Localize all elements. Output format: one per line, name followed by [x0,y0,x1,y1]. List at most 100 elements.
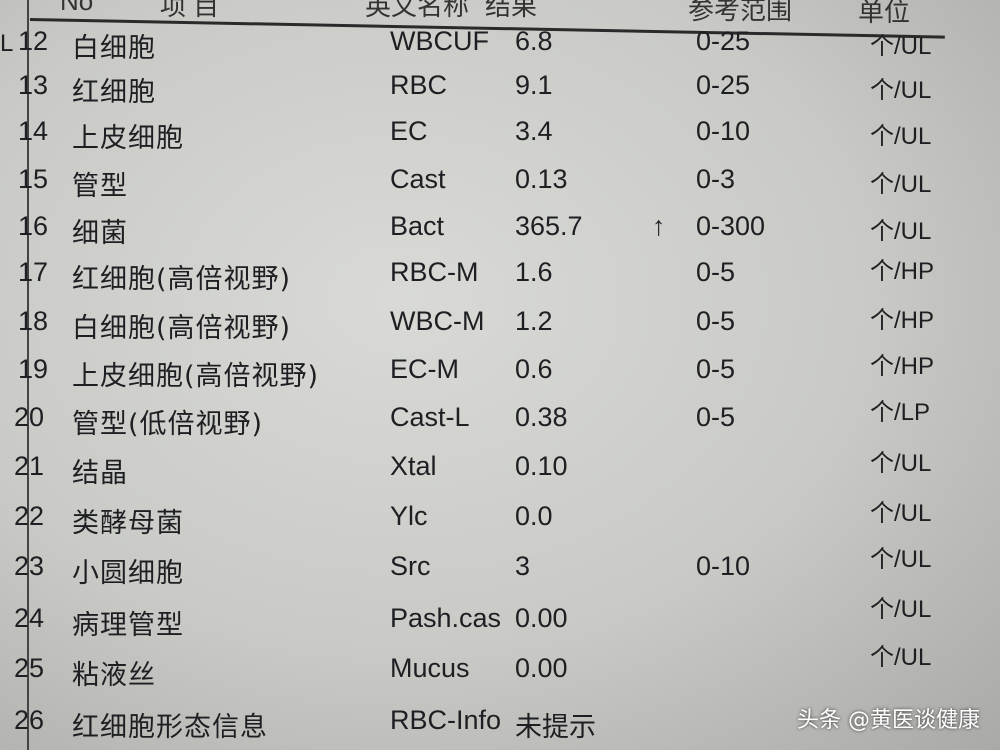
cell-range: 0-5 [696,306,736,336]
cell-name: 白细胞 [72,33,156,64]
header-result: 结果 [485,0,538,21]
cell-flag: ↑ [652,211,666,241]
cell-name: 上皮细胞(高倍视野) [72,361,320,392]
cell-name: 管型 [72,171,128,202]
cell-unit: 个/UL [870,123,932,150]
cell-no: 19 [18,354,49,384]
table-row: 22 类酵母菌 Ylc 0.0 个/UL [0,500,1000,541]
cell-unit: 个/UL [870,546,932,573]
table-row: 24 病理管型 Pash.cas 0.00 个/UL [0,596,1000,643]
cell-unit: 个/LP [870,399,931,426]
column-divider [27,0,29,750]
cell-code: Xtal [390,451,437,481]
cell-no: 18 [18,306,49,336]
cell-code: Cast-L [390,402,470,432]
cell-no: 17 [18,257,49,287]
cell-name: 上皮细胞 [72,123,184,154]
cell-no: 13 [18,70,49,100]
table-row: 20 管型(低倍视野) Cast-L 0.38 0-5 个/LP [0,399,1000,442]
cell-name: 红细胞 [72,77,156,108]
cell-code: WBCUF [390,26,489,56]
cell-no: 21 [14,451,45,481]
table-row: 26 红细胞形态信息 RBC-Info 未提示 [0,705,1000,745]
header-range: 参考范围 [688,0,793,25]
cell-name: 白细胞(高倍视野) [72,313,292,344]
cell-result: 0.10 [515,451,568,481]
cell-result: 3 [515,551,531,581]
cell-result: 0.0 [515,501,553,531]
header-item: 项 目 [160,0,220,21]
cell-no: 14 [18,116,49,146]
cell-code: Mucus [390,653,470,683]
cell-range: 0-5 [696,402,736,432]
cell-no: 15 [18,164,49,194]
cell-name: 类酵母菌 [72,508,184,539]
table-row: 18 白细胞(高倍视野) WBC-M 1.2 0-5 个/HP [0,306,1000,346]
cell-unit: 个/UL [870,171,932,198]
cell-unit: 个/UL [870,77,932,104]
cell-code: RBC-Info [390,705,502,735]
cell-code: WBC-M [390,306,485,336]
cell-no: 26 [14,705,45,735]
edge-mark: L [0,30,14,57]
cell-range: 0-25 [696,26,751,56]
cell-unit: 个/UL [870,218,932,245]
cell-result: 6.8 [515,26,553,56]
cell-range: 0-300 [696,211,766,241]
cell-code: EC [390,116,428,146]
cell-result: 365.7 [515,211,583,241]
cell-range: 0-5 [696,354,736,384]
cell-no: 20 [14,402,45,432]
table-row: 16 细菌 Bact 365.7 ↑ 0-300 个/UL [0,211,1000,251]
cell-result: 0.00 [515,653,568,683]
cell-range: 0-25 [696,70,751,100]
table-row: 13 红细胞 RBC 9.1 0-25 个/UL [0,70,1000,110]
cell-result: 0.13 [515,164,568,194]
cell-result: 1.2 [515,306,553,336]
table-row: 14 上皮细胞 EC 3.4 0-10 个/UL [0,116,1000,156]
cell-range: 0-10 [696,551,751,581]
cell-result: 3.4 [515,116,553,146]
cell-code: Pash.cas [390,603,502,633]
cell-code: Src [390,551,431,581]
table-row: 19 上皮细胞(高倍视野) EC-M 0.6 0-5 个/HP [0,353,1000,394]
cell-code: Bact [390,211,445,241]
cell-unit: 个/UL [870,500,932,527]
table-row: 23 小圆细胞 Src 3 0-10 个/UL [0,546,1000,591]
table-row: 17 红细胞(高倍视野) RBC-M 1.6 0-5 个/HP [0,257,1000,297]
cell-code: EC-M [390,354,459,384]
cell-code: RBC-M [390,257,479,287]
table-row: 25 粘液丝 Mucus 0.00 个/UL [0,644,1000,693]
cell-unit: 个/HP [870,353,935,380]
cell-unit: 个/HP [870,258,935,285]
cell-code: Ylc [390,501,428,531]
cell-result: 0.6 [515,354,553,384]
cell-no: 12 [18,26,49,56]
cell-no: 25 [14,653,45,683]
header-unit: 单位 [858,0,911,27]
cell-result: 0.00 [515,603,568,633]
cell-range: 0-10 [696,116,751,146]
cell-result: 9.1 [515,70,553,100]
cell-code: RBC [390,70,448,100]
cell-unit: 个/UL [870,450,932,477]
cell-code: Cast [390,164,446,194]
cell-unit: 个/UL [870,644,932,671]
table-row: 15 管型 Cast 0.13 0-3 个/UL [0,164,1000,204]
cell-range: 0-3 [696,164,736,194]
cell-name: 小圆细胞 [72,558,184,589]
cell-result: 1.6 [515,257,553,287]
cell-range: 0-5 [696,257,736,287]
cell-no: 16 [18,211,49,241]
cell-result: 0.38 [515,402,568,432]
table-row: 12 白细胞 WBCUF 6.8 0-25 个/UL [0,26,1000,66]
cell-name: 病理管型 [72,610,184,641]
cell-no: 22 [14,501,45,531]
watermark: 头条 @黄医谈健康 [797,708,980,733]
cell-no: 23 [14,551,45,581]
cell-unit: 个/UL [870,33,932,60]
table-row: 21 结晶 Xtal 0.10 个/UL [0,450,1000,491]
cell-unit: 个/UL [870,596,932,623]
cell-name: 管型(低倍视野) [72,409,264,440]
cell-name: 粘液丝 [72,660,156,691]
